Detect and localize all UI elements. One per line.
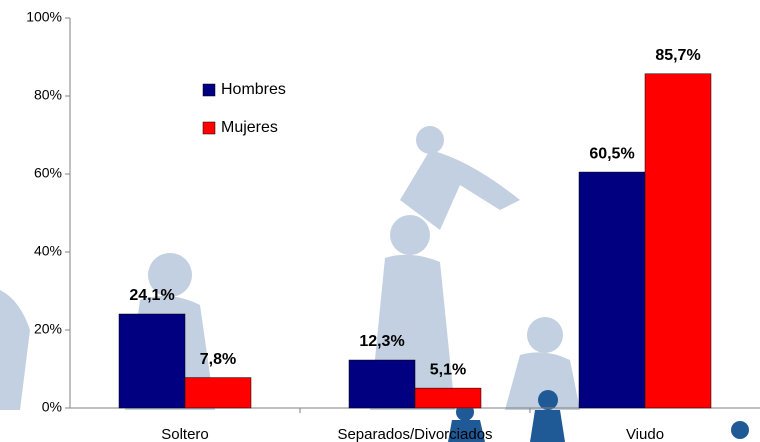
legend-label: Hombres — [221, 81, 286, 98]
value-label: 7,8% — [200, 351, 236, 368]
bar — [118, 313, 186, 409]
x-tick-label: Soltero — [161, 426, 209, 442]
value-label: 85,7% — [655, 47, 700, 64]
legend-swatch — [202, 121, 216, 135]
y-tick-label: 60% — [34, 165, 62, 181]
x-tick-label: Separados/Divorciados — [337, 426, 492, 442]
y-tick-label: 0% — [42, 399, 62, 415]
value-label: 12,3% — [359, 333, 404, 350]
legend-swatch — [202, 83, 216, 97]
bar — [644, 73, 712, 409]
value-label: 5,1% — [430, 361, 466, 378]
value-label: 24,1% — [129, 287, 174, 304]
y-tick-label: 40% — [34, 243, 62, 259]
y-tick-label: 100% — [26, 9, 62, 25]
value-label: 60,5% — [589, 145, 634, 162]
background-silhouettes — [0, 126, 580, 410]
y-tick-label: 80% — [34, 87, 62, 103]
bar — [414, 387, 482, 409]
y-tick-label: 20% — [34, 321, 62, 337]
bar — [184, 377, 252, 409]
bar — [348, 359, 416, 409]
x-tick-label: Viudo — [626, 426, 664, 442]
legend-label: Mujeres — [221, 119, 278, 136]
bar — [578, 171, 646, 409]
